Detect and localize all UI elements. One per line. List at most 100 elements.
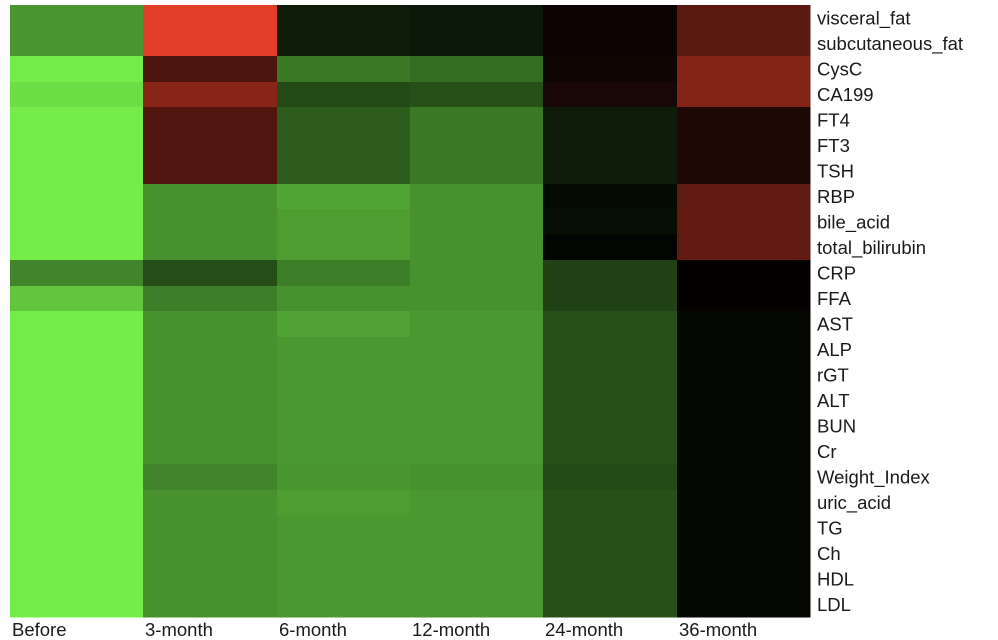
heatmap-cell-uric-acid-12-month [410, 490, 544, 516]
heatmap-cell-visceral-fat-3-month [143, 5, 278, 32]
heatmap-cell-bun-6-month [277, 413, 411, 440]
heatmap-cell-crp-12-month [410, 260, 544, 287]
row-labels: visceral_fat subcutaneous_fat CysC CA199 FT4… [817, 7, 963, 615]
heatmap-cell-subcutaneous-fat-3-month [143, 31, 278, 57]
heatmap-cell-rbp-before [10, 184, 144, 210]
heatmap-cell-crp-6-month [277, 260, 411, 287]
heatmap-cell-alp-12-month [410, 337, 544, 363]
heatmap-cell-ft3-36-month [677, 133, 811, 159]
row-label-rgt: rGT [817, 364, 849, 385]
heatmap-cell-ffa-12-month [410, 286, 544, 312]
heatmap-cell-uric-acid-before [10, 490, 144, 516]
heatmap-cell-hdl-before [10, 566, 144, 593]
heatmap-cell-rbp-12-month [410, 184, 544, 210]
heatmap-cell-visceral-fat-before [10, 5, 144, 32]
heatmap-cell-total-bilirubin-3-month [143, 235, 278, 261]
heatmap-cell-ft3-6-month [277, 133, 411, 159]
column-label-3-month: 3-month [145, 619, 213, 640]
heatmap-cell-ca199-36-month [677, 82, 811, 108]
heatmap-cell-hdl-24-month [543, 566, 678, 593]
row-label-crp: CRP [817, 262, 856, 283]
heatmap-cell-visceral-fat-24-month [543, 5, 678, 32]
heatmap-cell-alt-3-month [143, 388, 278, 414]
heatmap-cell-weight-index-12-month [410, 464, 544, 491]
heatmap-cell-bun-12-month [410, 413, 544, 440]
heatmap-cell-weight-index-before [10, 464, 144, 491]
row-label-ffa: FFA [817, 288, 852, 309]
heatmap-cell-total-bilirubin-before [10, 235, 144, 261]
row-label-alt: ALT [817, 390, 850, 411]
heatmap-cell-tsh-6-month [277, 158, 411, 185]
heatmap-cell-crp-24-month [543, 260, 678, 287]
heatmap-cell-tg-36-month [677, 515, 811, 542]
heatmap-cell-tsh-36-month [677, 158, 811, 185]
row-label-tg: TG [817, 517, 843, 538]
heatmap-cell-ft4-12-month [410, 107, 544, 134]
heatmap-cell-subcutaneous-fat-12-month [410, 31, 544, 57]
heatmap-cell-ffa-24-month [543, 286, 678, 312]
heatmap-cell-rbp-36-month [677, 184, 811, 210]
heatmap-cell-weight-index-24-month [543, 464, 678, 491]
row-label-cr: Cr [817, 441, 837, 462]
heatmap-cell-ca199-24-month [543, 82, 678, 108]
heatmap-cell-crp-36-month [677, 260, 811, 287]
row-label-tsh: TSH [817, 160, 854, 181]
heatmap-cell-tg-12-month [410, 515, 544, 542]
heatmap-cell-subcutaneous-fat-before [10, 31, 144, 57]
row-label-alp: ALP [817, 339, 852, 360]
heatmap-cell-uric-acid-3-month [143, 490, 278, 516]
heatmap-cell-alp-36-month [677, 337, 811, 363]
row-label-ldl: LDL [817, 594, 851, 615]
heatmap-cell-crp-before [10, 260, 144, 287]
heatmap-cell-subcutaneous-fat-6-month [277, 31, 411, 57]
column-label-24-month: 24-month [545, 619, 623, 640]
heatmap-cell-weight-index-6-month [277, 464, 411, 491]
heatmap-cell-uric-acid-6-month [277, 490, 411, 516]
heatmap-cell-bun-24-month [543, 413, 678, 440]
heatmap-cell-cr-3-month [143, 439, 278, 465]
heatmap-cell-total-bilirubin-6-month [277, 235, 411, 261]
row-label-weight-index: Weight_Index [817, 466, 931, 488]
heatmap-cell-bun-36-month [677, 413, 811, 440]
heatmap-cell-total-bilirubin-12-month [410, 235, 544, 261]
heatmap-cell-ca199-12-month [410, 82, 544, 108]
heatmap-cell-cysc-36-month [677, 56, 811, 83]
heatmap-cell-ast-3-month [143, 311, 278, 338]
heatmap-cell-cr-before [10, 439, 144, 465]
heatmap-cell-ft4-3-month [143, 107, 278, 134]
heatmap-cell-cr-12-month [410, 439, 544, 465]
heatmap-cell-rgt-before [10, 362, 144, 389]
heatmap-cell-bile-acid-6-month [277, 209, 411, 236]
row-label-ast: AST [817, 313, 853, 334]
heatmap-cell-bile-acid-3-month [143, 209, 278, 236]
heatmap-cell-alt-before [10, 388, 144, 414]
heatmap-cell-rbp-24-month [543, 184, 678, 210]
heatmap-cell-ca199-3-month [143, 82, 278, 108]
heatmap-cell-ast-36-month [677, 311, 811, 338]
heatmap-cell-rgt-24-month [543, 362, 678, 389]
heatmap-cell-subcutaneous-fat-36-month [677, 31, 811, 57]
heatmap-cell-alt-24-month [543, 388, 678, 414]
heatmap-cell-alt-12-month [410, 388, 544, 414]
column-labels: Before 3-month 6-month 12-month 24-month 36-m… [12, 619, 757, 640]
heatmap-cell-rbp-6-month [277, 184, 411, 210]
heatmap-cell-ffa-36-month [677, 286, 811, 312]
row-label-ft3: FT3 [817, 135, 850, 156]
heatmap-cell-weight-index-3-month [143, 464, 278, 491]
heatmap-cell-ldl-6-month [277, 592, 411, 618]
heatmap-cell-visceral-fat-36-month [677, 5, 811, 32]
heatmap-cell-rbp-3-month [143, 184, 278, 210]
heatmap-cell-ldl-3-month [143, 592, 278, 618]
heatmap-cell-ft4-36-month [677, 107, 811, 134]
heatmap-cell-tsh-24-month [543, 158, 678, 185]
row-label-ch: Ch [817, 543, 841, 564]
heatmap-cell-tsh-12-month [410, 158, 544, 185]
heatmap-cell-uric-acid-24-month [543, 490, 678, 516]
heatmap-cell-alp-before [10, 337, 144, 363]
heatmap-cell-cr-6-month [277, 439, 411, 465]
heatmap-cell-weight-index-36-month [677, 464, 811, 491]
heatmap-cell-ft4-24-month [543, 107, 678, 134]
heatmap-cell-ch-6-month [277, 541, 411, 567]
column-label-before: Before [12, 619, 67, 640]
heatmap-cell-bile-acid-24-month [543, 209, 678, 236]
